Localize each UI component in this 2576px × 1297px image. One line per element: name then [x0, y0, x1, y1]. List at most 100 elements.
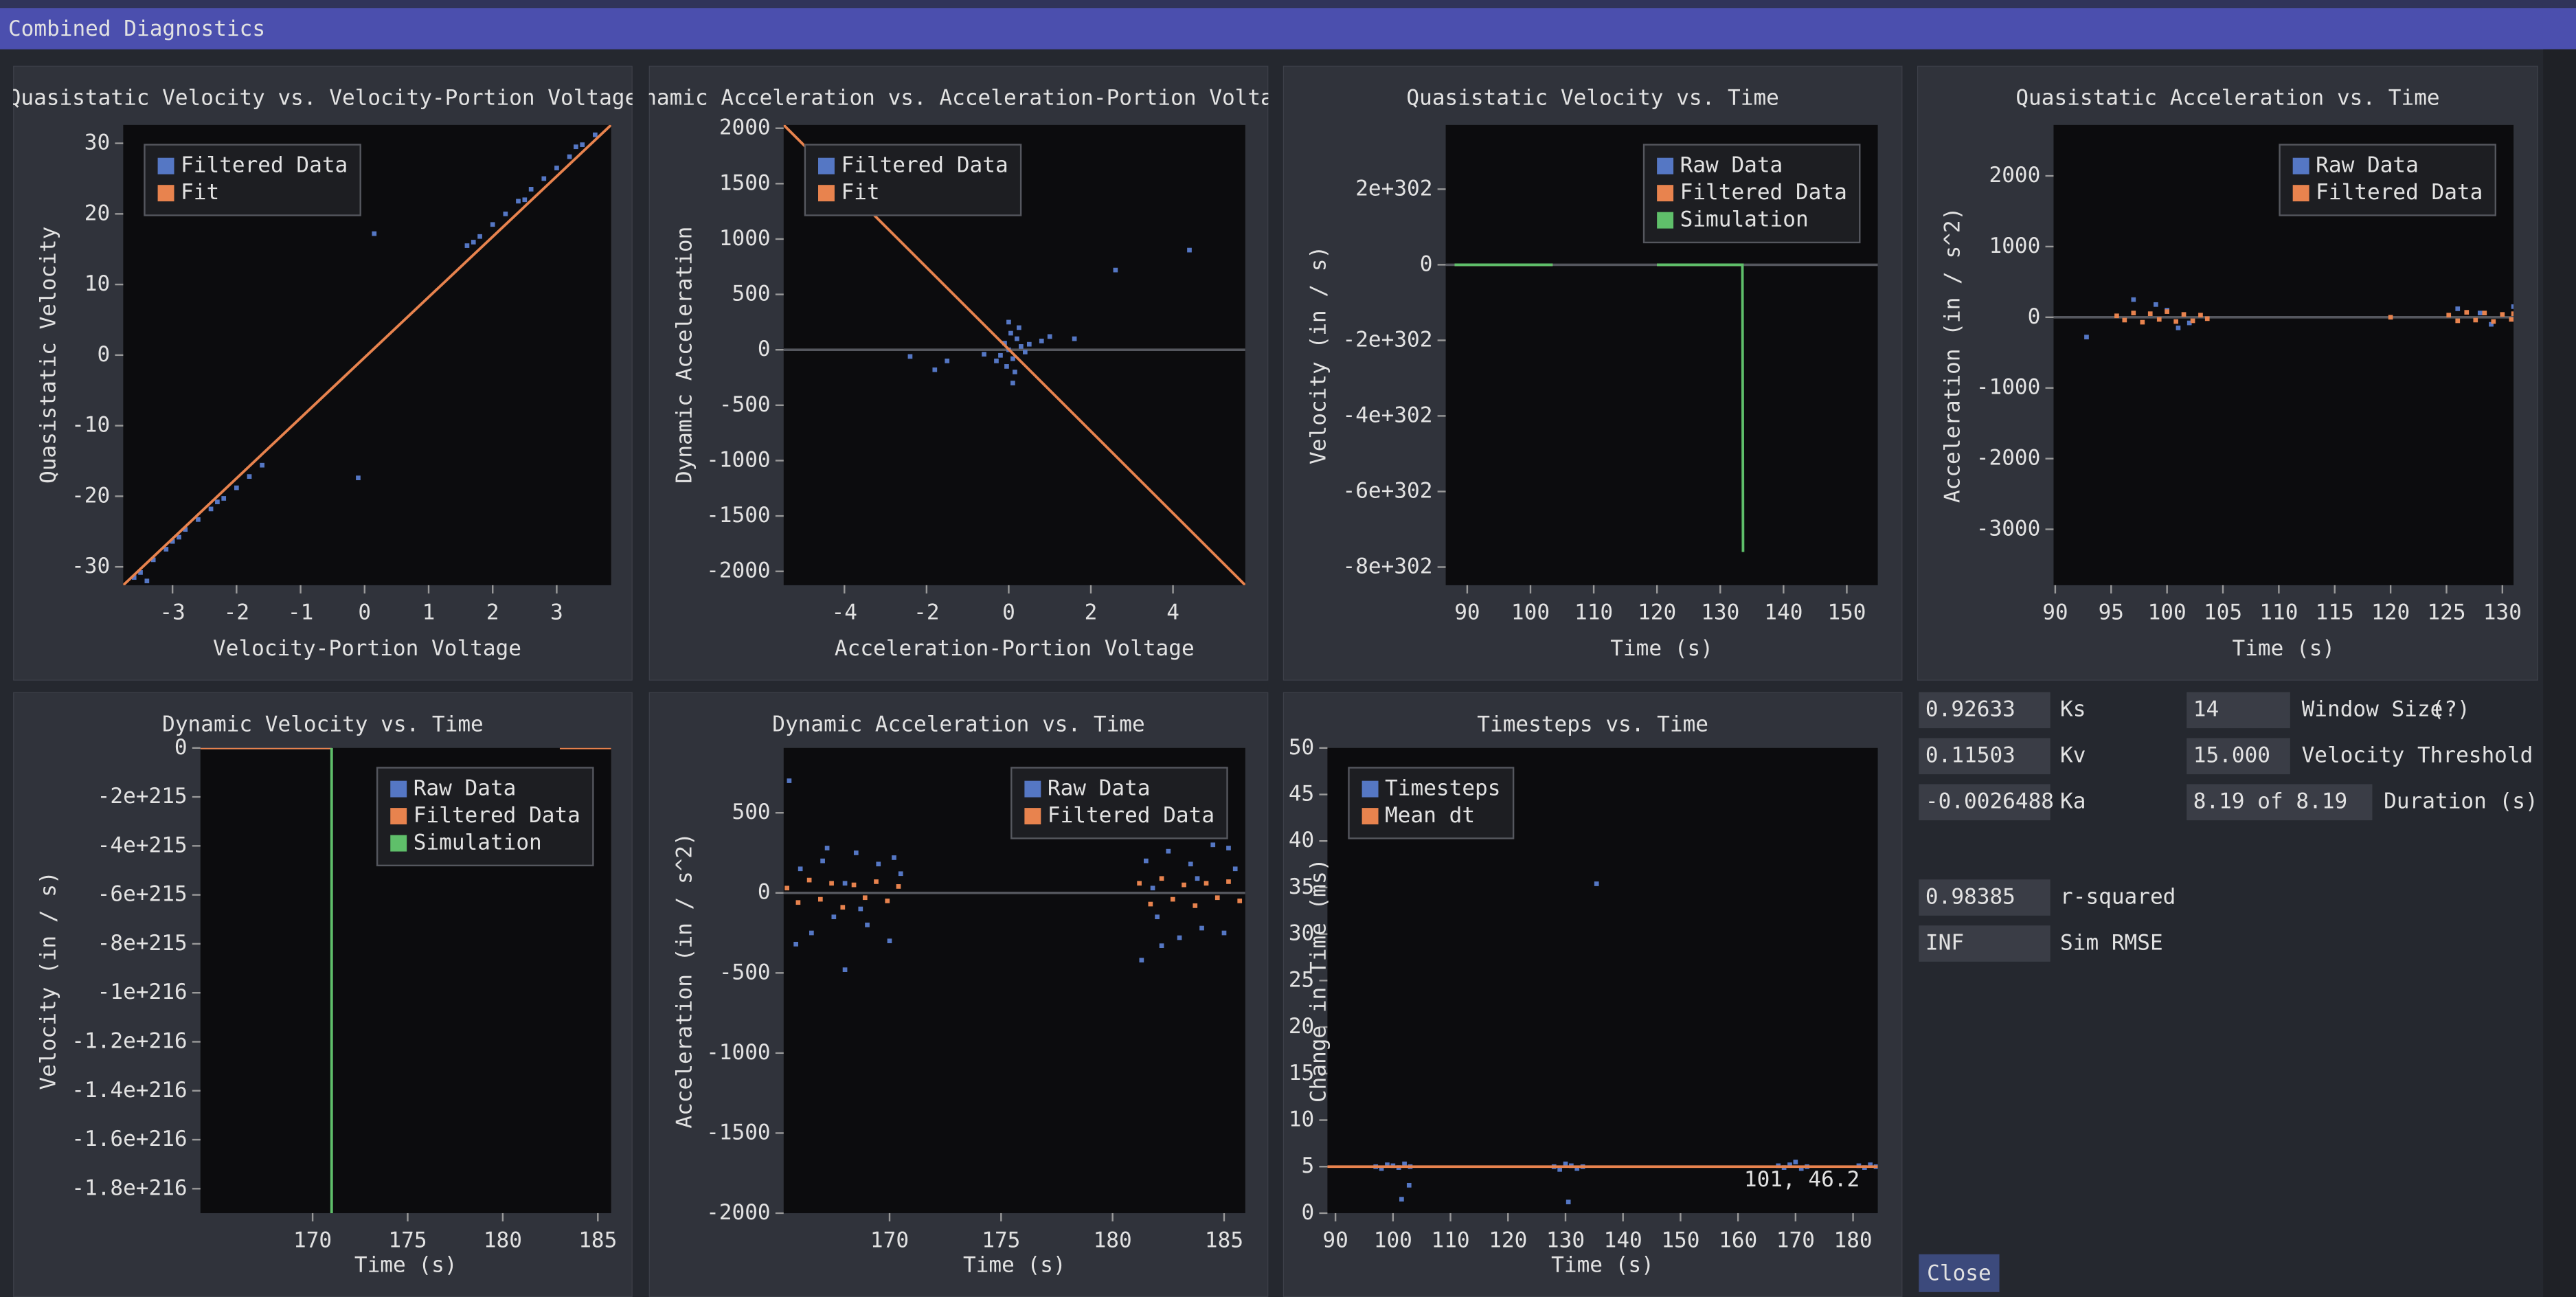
x-tick-label: 120: [2371, 600, 2410, 625]
series-line: [123, 124, 611, 585]
data-point: [1574, 1166, 1580, 1171]
param-label: Ks: [2060, 697, 2086, 722]
data-point: [2131, 311, 2136, 315]
data-point: [2165, 309, 2169, 314]
data-point: [593, 132, 598, 137]
x-tick-label: 95: [2099, 600, 2124, 625]
x-axis-label: Velocity-Portion Voltage: [213, 636, 521, 661]
x-tick-label: 120: [1489, 1228, 1527, 1253]
fit-label: Sim RMSE: [2060, 931, 2163, 956]
y-tick-label: 500: [732, 282, 771, 306]
x-tick-label: 2: [486, 600, 499, 625]
x-tick-label: 105: [2204, 600, 2242, 625]
data-point: [144, 578, 150, 584]
x-tick-label: 170: [1776, 1228, 1815, 1253]
setting-value-box[interactable]: [2187, 738, 2290, 775]
hover-annotation: 101, 46.2: [1744, 1167, 1860, 1192]
param-value-box[interactable]: [1919, 692, 2050, 729]
plot-content: [123, 124, 611, 585]
y-tick-label: -6e+215: [98, 882, 188, 907]
legend-swatch: [157, 185, 174, 202]
plot-panel: Timesteps vs. Time 0 5 10 15 20 25 30 35 40 45 50 90…: [1283, 692, 1903, 1297]
data-point: [574, 144, 578, 150]
setting-value-box[interactable]: [2187, 692, 2290, 729]
legend-swatch: [390, 780, 407, 798]
x-tick-label: -2: [914, 600, 939, 625]
x-tick-label: 130: [1701, 600, 1739, 625]
y-tick-label: -1.4e+216: [71, 1078, 187, 1103]
data-point: [1004, 364, 1009, 369]
data-point: [1232, 866, 1238, 872]
data-point: [1793, 1160, 1798, 1164]
y-tick-label: 1000: [719, 226, 771, 251]
fit-value-box[interactable]: [1919, 879, 2050, 916]
close-button-label[interactable]: Close: [1927, 1261, 1991, 1285]
data-point: [1150, 886, 1155, 891]
legend-label: Filtered Data: [2316, 180, 2483, 205]
legend-box: [1642, 144, 1861, 244]
data-point: [1015, 336, 1019, 341]
data-point: [998, 352, 1003, 358]
y-axis-label: Dynamic Acceleration: [672, 227, 697, 484]
x-tick-label: 110: [1574, 600, 1613, 625]
x-tick-label: -3: [159, 600, 185, 625]
data-point: [471, 240, 476, 245]
y-tick-label: 45: [1289, 781, 1314, 806]
y-tick-label: -8e+215: [98, 931, 188, 956]
y-tick-label: -2e+302: [1343, 327, 1433, 352]
data-point: [2500, 312, 2505, 317]
data-point: [2491, 319, 2496, 324]
legend-swatch: [1024, 808, 1041, 825]
data-point: [885, 899, 890, 903]
y-tick-label: -2000: [1976, 446, 2041, 471]
data-point: [170, 539, 175, 544]
param-value: 0.92633: [1925, 697, 2015, 722]
data-point: [516, 199, 521, 204]
y-tick-label: 30: [1289, 921, 1314, 946]
legend-label: Raw Data: [1048, 776, 1151, 801]
x-axis-label: Time (s): [1551, 1253, 1654, 1278]
setting-value: 15.000: [2193, 743, 2270, 768]
data-point: [994, 358, 999, 363]
y-tick-label: 0: [758, 337, 771, 361]
data-point: [1159, 943, 1164, 949]
x-tick-label: 150: [1661, 1228, 1699, 1253]
x-tick-label: 90: [1454, 600, 1480, 625]
y-tick-label: 2000: [1989, 163, 2041, 188]
data-point: [1199, 925, 1204, 931]
data-point: [1143, 858, 1149, 864]
data-point: [567, 154, 572, 159]
data-point: [2509, 317, 2514, 322]
legend-label: Timesteps: [1385, 776, 1500, 801]
param-value-box[interactable]: [1919, 784, 2050, 821]
data-point: [862, 895, 868, 901]
data-point: [887, 938, 892, 944]
param-value-box[interactable]: [1919, 738, 2050, 775]
data-point: [1402, 1161, 1407, 1166]
y-tick-label: 30: [84, 131, 110, 155]
y-tick-label: -6e+302: [1343, 478, 1433, 503]
data-point: [2176, 325, 2181, 330]
stats-panel: 0.92633 Ks 0.11503 Kv-0.0026488 Ka 14 Window S…: [1919, 692, 2538, 1292]
y-tick-label: -1500: [706, 1120, 771, 1144]
param-label: Kv: [2060, 743, 2086, 768]
y-tick-label: 1000: [1989, 234, 2041, 258]
y-tick-label: 40: [1289, 828, 1314, 853]
data-point: [806, 877, 812, 883]
data-point: [1221, 930, 1227, 936]
data-point: [896, 884, 901, 889]
y-tick-label: 0: [1420, 251, 1433, 276]
setting-value-box[interactable]: [2187, 784, 2373, 821]
chart-title: Quasistatic Velocity vs. Velocity-Portio…: [8, 86, 638, 111]
fit-value-box[interactable]: [1919, 925, 2050, 962]
data-point: [1155, 914, 1160, 920]
plot-content: [783, 778, 1245, 972]
y-tick-label: -10: [71, 413, 110, 438]
close-button[interactable]: [1919, 1254, 2000, 1292]
data-point: [1399, 1197, 1404, 1202]
legend-swatch: [2292, 185, 2309, 202]
setting-label: Velocity Threshold: [2302, 743, 2533, 768]
legend-swatch: [1657, 157, 1674, 174]
x-tick-label: 110: [2259, 600, 2298, 625]
